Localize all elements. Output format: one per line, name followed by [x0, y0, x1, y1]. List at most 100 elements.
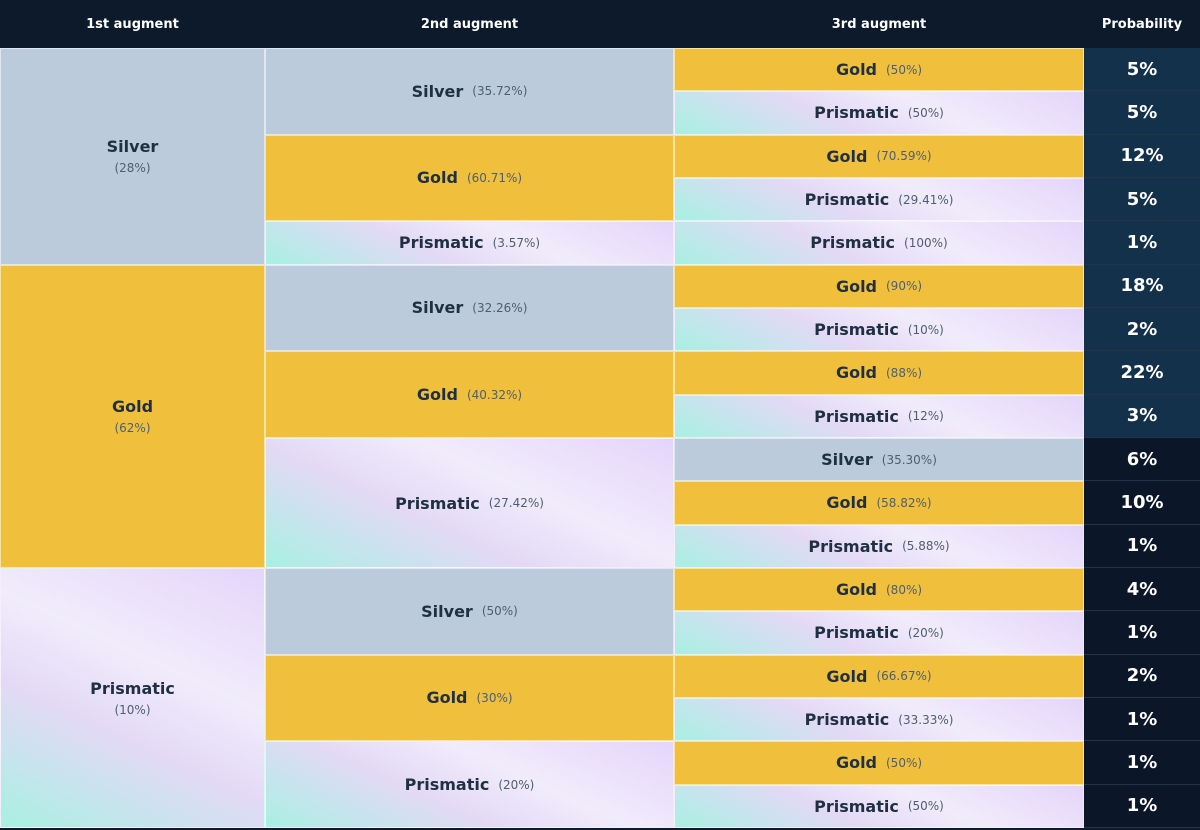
probability-cell: 1% — [1084, 741, 1200, 785]
second-augment-cell: Gold (60.71%) — [265, 134, 674, 222]
third-augment-cell: Prismatic (33.33%) — [674, 698, 1084, 742]
augment-tier-name: Gold — [416, 168, 458, 188]
probability-cell: 1% — [1084, 524, 1200, 568]
augment-tier-name: Prismatic — [804, 710, 890, 730]
augment-tier-percent: (33.33%) — [898, 712, 954, 727]
second-augment-cell: Gold (40.32%) — [265, 351, 674, 438]
second-augment-cell: Gold (30%) — [265, 654, 674, 742]
third-augment-cell: Gold (80%) — [674, 568, 1084, 612]
augment-tier-percent: (60.71%) — [466, 170, 523, 185]
augment-tier-percent: (90%) — [886, 279, 923, 294]
augment-tier-name: Prismatic — [804, 190, 890, 210]
augment-tier-percent: (40.32%) — [466, 387, 523, 402]
augment-tier-name: Prismatic — [814, 796, 899, 816]
augment-tier-name: Gold — [826, 146, 868, 166]
augment-tier-percent: (10%) — [907, 322, 944, 337]
probability-cell: 1% — [1084, 221, 1200, 265]
third-augment-cell: Prismatic (12%) — [674, 394, 1084, 438]
probability-cell: 6% — [1084, 438, 1200, 482]
second-augment-cell: Silver (32.26%) — [265, 264, 674, 352]
probability-cell: 4% — [1084, 568, 1200, 612]
second-augment-cell: Silver (35.72%) — [265, 48, 674, 135]
augment-tier-name: Gold — [835, 753, 877, 773]
augment-tier-name: Silver — [421, 601, 473, 621]
augment-tier-percent: (3.57%) — [492, 235, 541, 250]
augment-tier-name: Silver — [106, 137, 159, 157]
third-augment-cell: Prismatic (50%) — [674, 784, 1084, 828]
augment-tier-name: Silver — [411, 81, 464, 101]
augment-tier-percent: (29.41%) — [898, 192, 954, 207]
augment-tier-percent: (50%) — [886, 755, 923, 770]
augment-tier-name: Gold — [835, 580, 877, 600]
third-augment-cell: Gold (66.67%) — [674, 654, 1084, 698]
header-1st-augment: 1st augment — [86, 16, 179, 32]
probability-cell: 2% — [1084, 308, 1200, 352]
augment-tier-percent: (50%) — [907, 799, 944, 814]
augment-tier-name: Prismatic — [814, 320, 899, 340]
augment-tier-percent: (12%) — [907, 409, 944, 424]
augment-tier-name: Prismatic — [398, 233, 484, 253]
augment-tier-percent: (70.59%) — [876, 149, 932, 164]
header-3rd-augment: 3rd augment — [831, 16, 927, 32]
augment-tier-name: Gold — [835, 60, 877, 80]
first-augment-cell: Silver (28%) — [0, 48, 265, 265]
augment-tier-percent: (35.30%) — [881, 452, 937, 467]
augment-tier-name: Silver — [411, 298, 464, 318]
probability-cell: 10% — [1084, 481, 1200, 525]
augment-tier-percent: (50%) — [907, 105, 944, 120]
augment-tier-name: Silver — [821, 450, 873, 470]
third-augment-cell: Gold (50%) — [674, 48, 1084, 92]
third-augment-cell: Prismatic (100%) — [674, 221, 1084, 265]
third-augment-cell: Gold (50%) — [674, 741, 1084, 785]
first-augment-cell: Gold (62%) — [0, 264, 265, 568]
third-augment-cell: Prismatic (5.88%) — [674, 524, 1084, 568]
third-augment-cell: Prismatic (50%) — [674, 91, 1084, 135]
probability-cell: 22% — [1084, 351, 1200, 395]
augment-tier-name: Gold — [826, 493, 868, 513]
third-augment-cell: Gold (70.59%) — [674, 134, 1084, 178]
augment-tier-name: Prismatic — [814, 406, 899, 426]
probability-cell: 2% — [1084, 654, 1200, 698]
probability-cell: 1% — [1084, 611, 1200, 655]
third-augment-cell: Silver (35.30%) — [674, 438, 1084, 482]
augment-tier-name: Prismatic — [814, 623, 899, 643]
augment-tier-name: Prismatic — [90, 679, 175, 698]
augment-tier-percent: (5.88%) — [902, 539, 950, 554]
third-augment-cell: Prismatic (20%) — [674, 611, 1084, 655]
second-augment-cell: Silver (50%) — [265, 568, 674, 655]
augment-tier-name: Gold — [416, 385, 458, 405]
augment-tier-name: Gold — [426, 688, 468, 708]
probability-cell: 12% — [1084, 134, 1200, 178]
probability-cell: 5% — [1084, 91, 1200, 135]
augment-tier-percent: (62%) — [114, 421, 151, 436]
augment-tier-percent: (10%) — [114, 703, 151, 717]
second-augment-cell: Prismatic (27.42%) — [265, 438, 674, 568]
header-probability: Probability — [1101, 16, 1183, 32]
second-augment-cell: Prismatic (3.57%) — [265, 221, 674, 265]
probability-cell: 5% — [1084, 48, 1200, 92]
augment-tier-percent: (20%) — [907, 625, 944, 640]
augment-tier-percent: (80%) — [886, 582, 923, 597]
table-header: 1st augment 2nd augment 3rd augment Prob… — [0, 0, 1200, 49]
probability-cell: 3% — [1084, 394, 1200, 438]
augment-tier-percent: (88%) — [886, 365, 923, 380]
augment-tier-name: Gold — [835, 276, 877, 296]
probability-cell: 1% — [1084, 784, 1200, 828]
third-augment-cell: Prismatic (29.41%) — [674, 178, 1084, 222]
augment-tier-name: Prismatic — [808, 536, 894, 556]
probability-cell: 1% — [1084, 698, 1200, 742]
augment-tier-percent: (35.72%) — [472, 84, 528, 99]
second-augment-cell: Prismatic (20%) — [265, 741, 674, 828]
augment-tier-name: Prismatic — [404, 775, 490, 795]
augment-tier-percent: (100%) — [904, 235, 948, 250]
augment-tier-percent: (50%) — [886, 62, 923, 77]
third-augment-cell: Gold (90%) — [674, 264, 1084, 308]
augment-tier-percent: (30%) — [476, 690, 513, 705]
augment-tier-name: Gold — [826, 666, 868, 686]
augment-tier-name: Prismatic — [814, 103, 899, 123]
augment-tier-percent: (66.67%) — [876, 669, 932, 684]
augment-tier-percent: (20%) — [498, 777, 535, 792]
header-2nd-augment: 2nd augment — [420, 16, 519, 32]
augment-tier-percent: (27.42%) — [488, 496, 544, 510]
